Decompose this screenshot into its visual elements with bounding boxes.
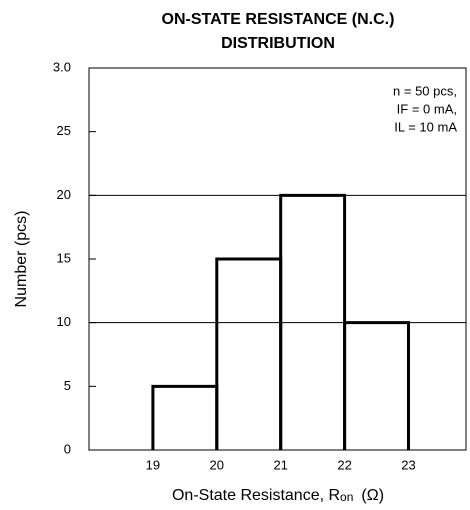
y-tick-label: 3.0 xyxy=(53,59,71,74)
chart-title: ON-STATE RESISTANCE (N.C.) xyxy=(162,11,395,28)
x-tick-label: 21 xyxy=(273,457,287,472)
x-axis-label-sub: on xyxy=(340,490,353,504)
x-axis-label-text: On-State Resistance, R xyxy=(172,487,340,504)
x-tick-label: 19 xyxy=(146,457,160,472)
chart-title: DISTRIBUTION xyxy=(221,35,335,52)
y-tick-label: 10 xyxy=(57,314,71,329)
x-tick-label: 20 xyxy=(210,457,224,472)
x-axis-label-unit: (Ω) xyxy=(361,487,384,504)
annotation: n = 50 pcs, xyxy=(393,83,457,98)
histogram-bar xyxy=(215,257,283,450)
y-tick-label: 15 xyxy=(57,250,71,265)
y-axis-label: Number (pcs) xyxy=(13,211,30,308)
annotation: IF = 0 mA, xyxy=(397,101,457,116)
x-axis-label: On-State Resistance, Ron (Ω) xyxy=(172,487,384,504)
x-tick-label: 22 xyxy=(337,457,351,472)
histogram-bar xyxy=(343,321,410,450)
histogram-bar xyxy=(151,384,219,450)
y-tick-label: 25 xyxy=(57,123,71,138)
x-tick-label: 23 xyxy=(401,457,415,472)
y-tick-label: 0 xyxy=(64,441,71,456)
annotation: IL = 10 mA xyxy=(394,119,457,134)
y-tick-label: 5 xyxy=(64,378,71,393)
y-tick-label: 20 xyxy=(57,187,71,202)
